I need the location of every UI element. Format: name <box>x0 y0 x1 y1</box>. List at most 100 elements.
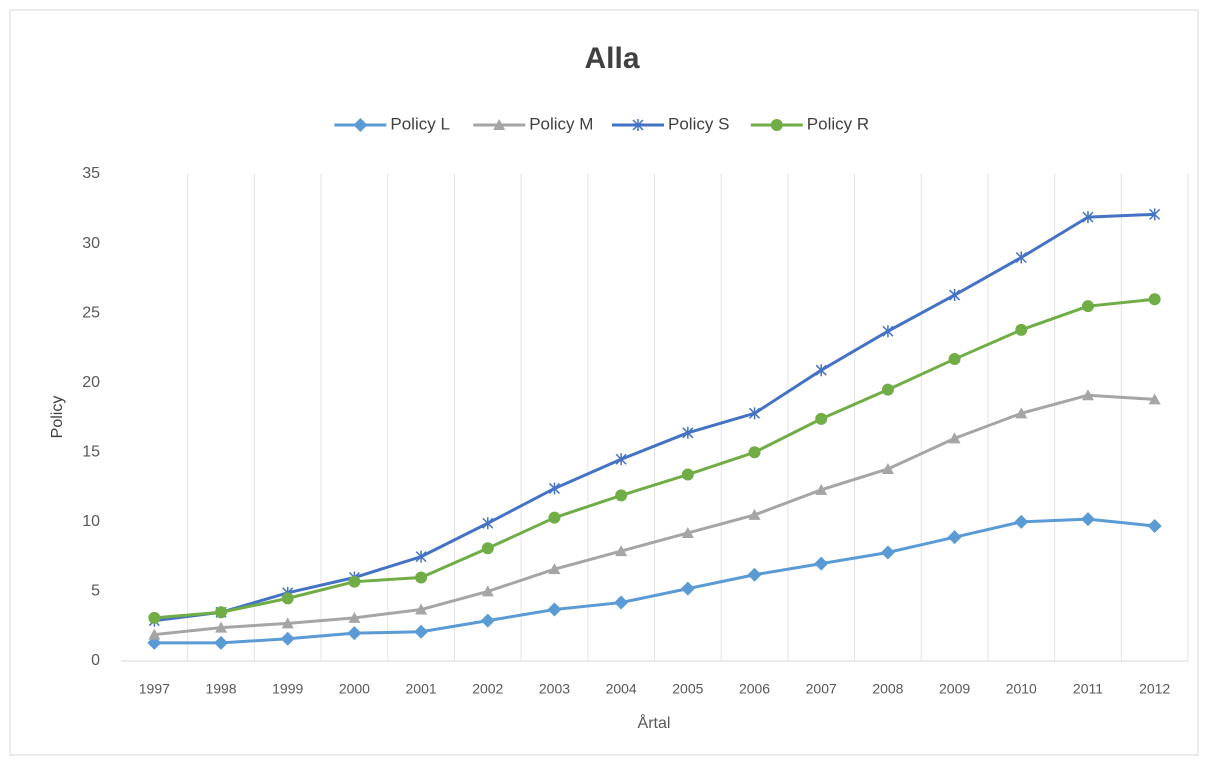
y-tick-label: 10 <box>82 513 100 530</box>
marker <box>548 563 561 575</box>
marker <box>614 595 629 610</box>
marker <box>148 611 161 624</box>
x-tick-label: 2011 <box>1073 681 1103 697</box>
x-tick-label: 2010 <box>1006 681 1037 697</box>
marker <box>681 468 694 481</box>
y-tick-label: 0 <box>91 652 100 669</box>
marker <box>814 556 829 571</box>
legend-label: Policy S <box>668 114 729 133</box>
marker <box>547 602 562 617</box>
marker <box>815 364 827 377</box>
y-tick-label: 15 <box>82 444 100 461</box>
legend-label: Policy L <box>390 114 450 133</box>
x-tick-label: 2008 <box>872 681 903 697</box>
marker <box>615 489 628 502</box>
legend-label: Policy R <box>807 114 869 133</box>
marker <box>881 383 894 396</box>
marker <box>949 289 961 302</box>
marker <box>548 511 561 524</box>
marker <box>682 426 694 439</box>
marker <box>748 446 761 459</box>
marker <box>415 603 428 615</box>
marker <box>1148 393 1161 405</box>
series-line <box>154 517 1155 645</box>
x-tick-label: 2009 <box>939 681 970 697</box>
marker <box>1081 389 1094 401</box>
x-tick-label: 2005 <box>672 681 703 697</box>
y-tick-label: 25 <box>82 304 100 321</box>
marker <box>1082 211 1094 224</box>
marker <box>615 453 627 466</box>
marker <box>680 581 695 596</box>
marker <box>1147 519 1162 534</box>
marker <box>747 567 762 582</box>
marker <box>1080 512 1095 527</box>
y-tick-label: 5 <box>91 583 100 600</box>
marker <box>681 526 694 538</box>
x-tick-label: 2004 <box>606 681 637 697</box>
marker <box>1015 323 1028 336</box>
marker <box>280 631 295 646</box>
x-tick-label: 2003 <box>539 681 570 697</box>
x-tick-label: 2007 <box>806 681 837 697</box>
marker <box>615 545 628 557</box>
marker <box>214 635 229 650</box>
marker <box>481 585 494 597</box>
x-tick-label: 2001 <box>406 681 437 697</box>
y-tick-label: 35 <box>82 165 100 182</box>
y-tick-label: 20 <box>82 374 100 391</box>
x-tick-label: 2006 <box>739 681 770 697</box>
marker <box>414 624 429 639</box>
marker <box>415 550 427 563</box>
series-line <box>154 393 1155 637</box>
marker <box>1015 407 1028 419</box>
marker <box>215 606 228 619</box>
y-tick-label: 30 <box>82 235 100 252</box>
marker <box>281 617 294 629</box>
x-tick-label: 2012 <box>1139 681 1170 697</box>
x-tick-label: 1999 <box>272 681 303 697</box>
legend-marker <box>353 118 368 132</box>
chart-title: Alla <box>584 42 639 75</box>
marker <box>881 462 894 474</box>
legend-marker <box>770 119 783 131</box>
series-line <box>154 212 1155 623</box>
marker <box>947 530 962 545</box>
marker <box>880 545 895 560</box>
legend-marker <box>632 119 644 131</box>
x-tick-label: 1998 <box>205 681 236 697</box>
marker <box>482 517 494 530</box>
marker <box>480 613 495 628</box>
marker <box>1081 300 1094 313</box>
marker <box>415 571 428 584</box>
series-line <box>154 297 1155 620</box>
legend-label: Policy M <box>529 114 593 133</box>
x-axis-label: Årtal <box>638 713 671 732</box>
marker <box>281 592 294 605</box>
marker <box>1149 208 1161 221</box>
x-tick-label: 2000 <box>339 681 370 697</box>
x-tick-label: 1997 <box>139 681 170 697</box>
marker <box>548 482 560 495</box>
marker <box>1015 251 1027 264</box>
marker <box>749 407 761 420</box>
legend-marker <box>493 119 506 130</box>
marker <box>347 626 362 641</box>
marker <box>348 575 361 588</box>
marker <box>948 353 961 366</box>
marker <box>815 483 828 495</box>
y-axis-label: Policy <box>49 396 66 439</box>
marker <box>481 542 494 555</box>
marker <box>1014 514 1029 529</box>
marker <box>815 412 828 425</box>
marker <box>882 325 894 338</box>
marker <box>1148 293 1161 306</box>
marker <box>748 508 761 520</box>
marker <box>215 621 228 633</box>
marker <box>348 611 361 623</box>
marker <box>948 432 961 444</box>
chart-frame <box>9 9 1199 756</box>
x-tick-label: 2002 <box>472 681 503 697</box>
marker <box>148 628 161 640</box>
